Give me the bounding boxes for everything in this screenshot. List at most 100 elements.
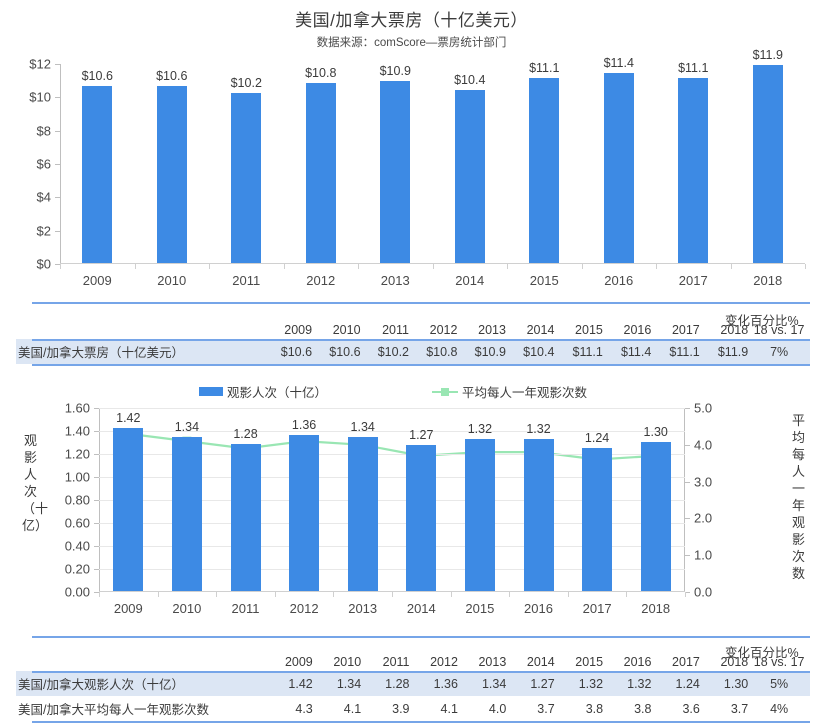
table-header-row: 2009 2010 2011 2012 2013 2014 2015 2016 2017 2018… [16, 322, 810, 339]
x-axis-category-label: 2013 [348, 601, 378, 616]
x-axis-tick-mark [567, 592, 569, 597]
y-axis-tick-mark-right [685, 518, 690, 520]
x-axis-tick-mark [509, 592, 511, 597]
y-axis-tick-label: $8 [36, 123, 51, 139]
table-year-header: 2012 [429, 323, 458, 337]
table1-change-header-top: 变化百分比% [725, 314, 799, 328]
table-change-header: 18 vs. 17 [753, 655, 805, 669]
table-cell: $10.9 [474, 344, 506, 359]
table-row-label: 美国/加拿大平均每人一年观影次数 [18, 703, 209, 717]
x-axis-category-label: 2015 [465, 601, 495, 616]
y-axis-tick-label: $4 [36, 189, 51, 205]
table-cell: 4.1 [343, 701, 362, 716]
bar [603, 73, 634, 263]
bar [156, 86, 187, 263]
legend-bar-label: 观影人次（十亿） [227, 386, 328, 400]
bar-value-label: $11.1 [529, 61, 560, 75]
x-axis-category-label: 2016 [524, 601, 553, 616]
y-axis-tick-label-right: 4.0 [694, 437, 713, 453]
legend-bars: 观影人次（十亿） [199, 382, 327, 401]
x-axis-tick-mark [333, 592, 335, 597]
table-year-header: 2014 [526, 655, 555, 669]
table-cell: $11.4 [620, 344, 652, 359]
table-cell: $10.8 [426, 344, 458, 359]
y-axis-tick-mark [55, 197, 60, 199]
table-cell: $11.1 [572, 344, 603, 359]
table-cell: 1.32 [627, 676, 652, 691]
x-axis-tick-mark [274, 592, 276, 597]
table-rule [32, 721, 810, 723]
table-cell: 3.7 [537, 701, 555, 716]
y-axis-tick-label-left: 1.00 [64, 469, 90, 485]
x-axis-tick-mark [283, 264, 285, 269]
x-axis-tick-mark [626, 592, 628, 597]
x-axis-line-top [60, 263, 805, 264]
table-cell: 4.1 [440, 701, 458, 716]
x-axis-tick-mark [507, 264, 508, 269]
x-axis-category-label: 2017 [678, 273, 708, 288]
table-cell: $10.6 [280, 344, 313, 359]
admissions-data-table: 2009 2010 2011 2012 2013 2014 2015 2016 2017 2018… [16, 654, 810, 721]
plot-area-top: $0 $2 $4 $6 $8 $10 $12 $10.6 2009 $10.6 2010 $10.2 2… [29, 48, 806, 288]
table-rule [32, 364, 810, 366]
line-path [128, 432, 656, 461]
gridline [99, 569, 685, 570]
admissions-combo-chart: 观影人次（十亿） 平均每人一年观影次数 观影人次（十亿） 平均每人一年观影次数 … [0, 380, 823, 628]
table-year-header: 2018 [720, 655, 749, 669]
table-corner-cell [16, 654, 264, 671]
x-axis-tick-mark [99, 592, 100, 597]
y-axis-tick-mark-left [94, 569, 99, 570]
bar-value-label: 1.34 [350, 419, 375, 434]
page-title: 美国/加拿大票房（十亿美元） [295, 11, 528, 30]
table-cell: $10.6 [329, 344, 361, 359]
bar [454, 89, 485, 263]
x-axis-category-label: 2014 [406, 601, 436, 616]
table-rule [32, 339, 810, 341]
bar [113, 427, 144, 591]
table-row: 美国/加拿大票房（十亿美元） $10.6 $10.6 $10.2 $10.8 $10.9 $… [16, 339, 810, 364]
x-axis-tick-mark [157, 592, 159, 597]
gridline [99, 523, 685, 524]
chart-header: 美国/加拿大票房（十亿美元） 数据来源：comScore—票房统计部门 [0, 6, 823, 50]
bar-value-label: 1.27 [409, 427, 434, 442]
y-axis-tick-mark-right [685, 555, 690, 557]
bar-value-label: 1.42 [116, 410, 141, 425]
bar-value-label: 1.34 [174, 419, 200, 434]
x-axis-category-label: 2010 [172, 601, 202, 616]
bar [230, 443, 261, 591]
table-cell: 3.8 [634, 701, 652, 716]
x-axis-tick-mark [432, 264, 434, 269]
table-row-label: 美国/加拿大票房（十亿美元） [18, 346, 184, 360]
table-year-header: 2013 [478, 655, 507, 669]
table-cell: $10.2 [377, 344, 409, 359]
x-axis-line-bottom [99, 591, 685, 592]
bar-value-label: $11.9 [752, 47, 783, 62]
table-cell: 3.8 [585, 701, 604, 716]
y-axis-tick-mark-right [685, 592, 690, 593]
y-axis-tick-mark-left [94, 454, 99, 455]
y-axis-title-right: 平均每人一年观影次数 [791, 413, 805, 581]
table-cell: 3.6 [682, 701, 700, 716]
bar [82, 86, 113, 263]
gridline [99, 431, 685, 432]
table-row: 美国/加拿大观影人次（十亿） 1.42 1.34 1.28 1.36 1.34 1.27 1.… [16, 671, 810, 696]
x-axis-tick-mark [685, 592, 686, 597]
table-cell: 3.9 [392, 701, 410, 716]
table-cell: 4.3 [295, 701, 313, 716]
bar [640, 441, 671, 591]
bar [171, 436, 202, 591]
y-axis-tick-label-left: 0.80 [64, 492, 90, 508]
y-axis-tick-label: $12 [29, 56, 51, 72]
table-cell: $10.4 [523, 344, 555, 359]
y-axis-tick-label-right: 3.0 [694, 474, 713, 490]
x-axis-category-label: 2017 [582, 601, 612, 616]
bar [529, 78, 560, 263]
y-axis-tick-mark-left [94, 408, 99, 409]
y-axis-tick-mark-left [94, 477, 99, 478]
x-axis-category-label: 2015 [529, 273, 559, 288]
gridline [99, 454, 685, 455]
bar-value-label: $10.6 [81, 69, 113, 84]
table-cell: 1.32 [578, 676, 604, 691]
y-axis-tick-mark [55, 230, 60, 232]
gridline [99, 500, 685, 501]
